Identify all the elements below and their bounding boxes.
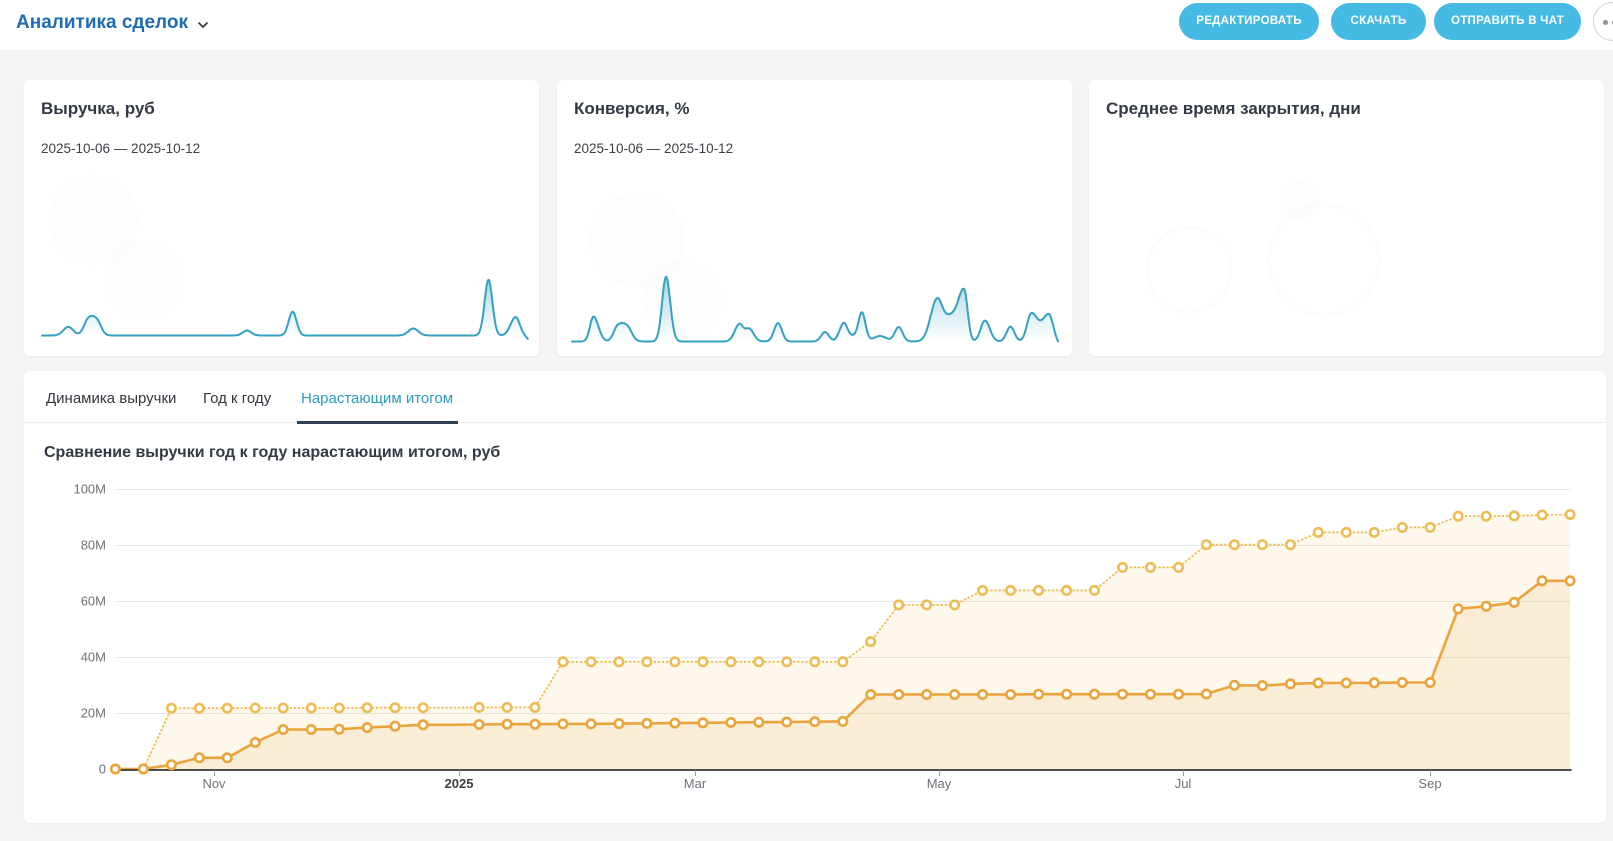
svg-text:20M: 20M: [81, 706, 106, 721]
svg-text:Nov: Nov: [202, 776, 226, 791]
svg-text:2025: 2025: [445, 776, 474, 791]
svg-text:Mar: Mar: [684, 776, 707, 791]
svg-text:100M: 100M: [73, 482, 106, 497]
svg-text:80M: 80M: [81, 538, 106, 553]
svg-text:0: 0: [99, 762, 106, 777]
svg-text:40M: 40M: [81, 650, 106, 665]
svg-text:Sep: Sep: [1418, 776, 1441, 791]
svg-text:May: May: [927, 776, 952, 791]
svg-text:60M: 60M: [81, 594, 106, 609]
svg-text:Jul: Jul: [1175, 776, 1192, 791]
